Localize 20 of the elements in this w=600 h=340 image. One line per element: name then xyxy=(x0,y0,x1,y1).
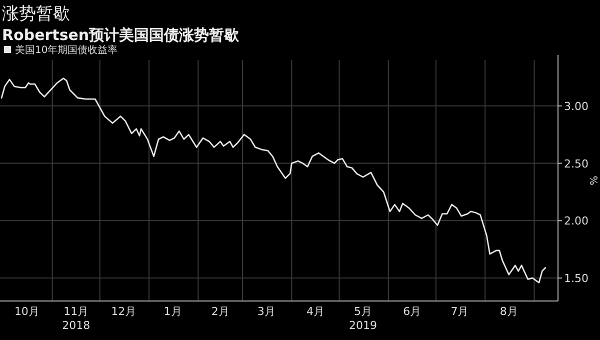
x-tick-label: 3月 xyxy=(257,305,276,318)
y-axis-title: % xyxy=(587,176,598,186)
x-tick-label: 8月 xyxy=(500,305,518,318)
y-tick-label: 1.50 xyxy=(564,272,588,286)
x-tick-label: 7月 xyxy=(450,305,469,318)
chart-subtitle: Robertsen预计美国国债涨势暂歇 xyxy=(2,26,240,44)
chart-title: 涨势暂歇 xyxy=(2,4,70,24)
line-series xyxy=(0,78,546,284)
x-tick-label: 11月 2018 xyxy=(62,305,90,332)
x-tick-label: 4月 xyxy=(306,305,324,318)
x-tick-label: 1月 xyxy=(164,305,182,318)
x-tick-label: 6月 xyxy=(403,305,422,318)
legend-label: 美国10年期国债收益率 xyxy=(15,44,118,56)
x-tick-label: 2月 xyxy=(211,305,230,318)
y-tick-label: 2.00 xyxy=(564,214,588,228)
x-tick-label: 12月 xyxy=(111,305,136,318)
x-tick-label: 5月 2019 xyxy=(349,305,378,332)
y-tick-label: 3.00 xyxy=(564,100,588,113)
y-tick-label: 2.50 xyxy=(564,157,588,170)
x-tick-label: 10月 xyxy=(14,305,40,318)
